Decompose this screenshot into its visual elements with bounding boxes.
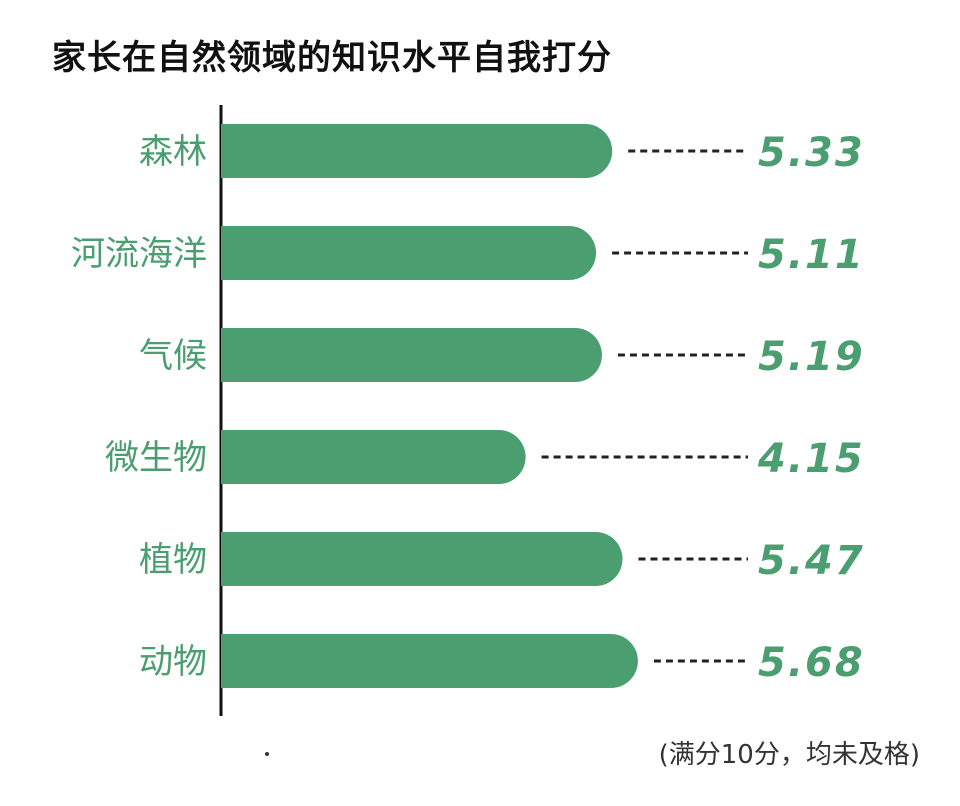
category-label: 气候 <box>139 336 207 376</box>
bar <box>221 532 623 586</box>
value-label: 5.19 <box>758 334 865 380</box>
value-label: 5.11 <box>758 232 865 278</box>
bar <box>221 634 638 688</box>
chart-note: (满分10分，均未及格) <box>658 740 920 770</box>
bar <box>221 124 613 178</box>
value-label: 5.47 <box>758 538 865 584</box>
value-label: 4.15 <box>757 436 865 482</box>
category-label: 河流海洋 <box>71 234 207 274</box>
chart-title: 家长在自然领域的知识水平自我打分 <box>52 38 612 78</box>
bar <box>221 226 597 280</box>
value-label: 5.68 <box>758 640 865 686</box>
category-label: 森林 <box>139 132 207 172</box>
category-label: 微生物 <box>105 438 207 478</box>
bar <box>221 430 526 484</box>
value-label: 5.33 <box>758 130 865 176</box>
bars-layer: 森林 5.33 河流海洋 5.11 气候 5.19 微生物 4.15 植物 5.47 动物 5.68 <box>71 124 865 688</box>
bar <box>221 328 602 382</box>
category-label: 动物 <box>139 642 207 682</box>
category-label: 植物 <box>139 540 207 580</box>
stray-dot <box>265 752 269 756</box>
